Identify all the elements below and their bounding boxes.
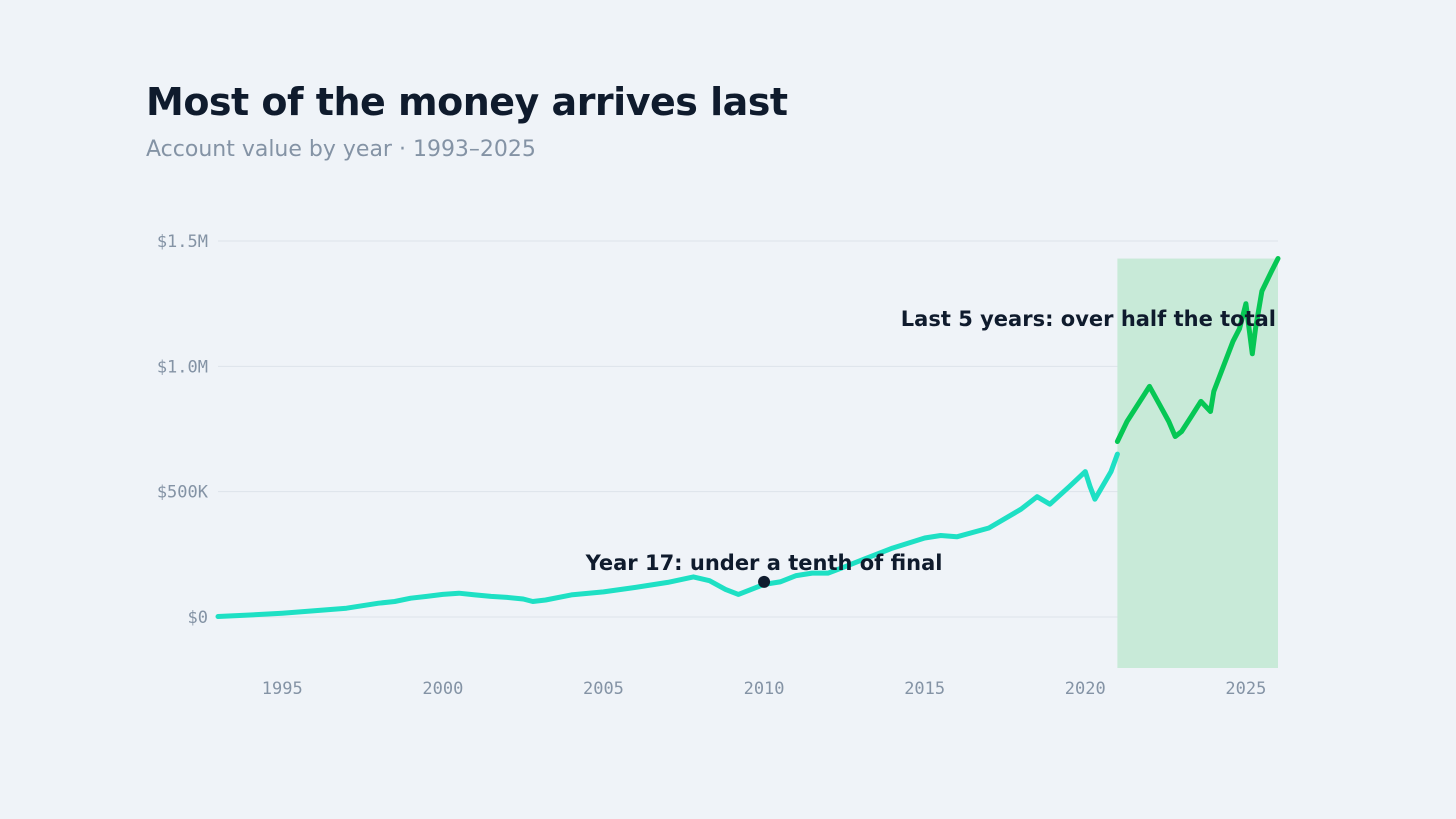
y-tick-label: $0 bbox=[188, 608, 208, 628]
series-line-2 bbox=[1114, 256, 1281, 444]
x-tick-label: 2000 bbox=[422, 679, 463, 699]
chart-title: Most of the money arrives last bbox=[146, 80, 788, 124]
y-tick-label: $1.0M bbox=[157, 357, 208, 377]
x-tick-label: 2005 bbox=[583, 679, 624, 699]
y-axis-ticks: $0 $500K $1.0M $1.5M bbox=[157, 232, 209, 628]
series-lines bbox=[215, 256, 1281, 619]
annotation-last-5-years: Last 5 years: over half the total bbox=[901, 307, 1276, 331]
x-tick-label: 1995 bbox=[262, 679, 303, 699]
annotations: Year 17: under a tenth of final Last 5 ye… bbox=[585, 307, 1276, 588]
chart-subtitle: Account value by year · 1993–2025 bbox=[146, 137, 536, 162]
x-tick-label: 2015 bbox=[904, 679, 945, 699]
x-tick-label: 2010 bbox=[744, 679, 785, 699]
y-tick-label: $500K bbox=[157, 483, 209, 503]
y-tick-label: $1.5M bbox=[157, 232, 208, 252]
x-axis-ticks: 1995 2000 2005 2010 2015 2020 2025 bbox=[262, 679, 1267, 699]
x-tick-label: 2025 bbox=[1225, 679, 1266, 699]
annotation-year-17: Year 17: under a tenth of final bbox=[585, 551, 943, 575]
year-17-marker bbox=[758, 575, 771, 588]
series-line-1 bbox=[215, 451, 1120, 619]
x-tick-label: 2020 bbox=[1065, 679, 1106, 699]
